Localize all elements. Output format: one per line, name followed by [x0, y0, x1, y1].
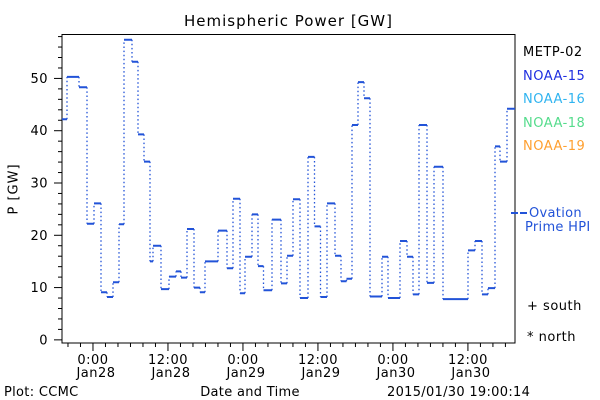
legend-item-metp02: METP-02 — [523, 45, 583, 60]
x-tick-time-label: 12:00 — [148, 353, 188, 368]
y-axis-title: P [GW] — [6, 163, 22, 215]
south-label: south — [543, 299, 582, 314]
legend-item-noaa16: NOAA-16 — [523, 92, 586, 107]
legend-item-noaa15: NOAA-15 — [523, 68, 586, 84]
model-legend-line1: Ovation — [511, 207, 591, 221]
north-marker-legend: * north — [527, 330, 576, 345]
plot-border — [61, 34, 516, 344]
satellite-legend: METP-02 NOAA-15 NOAA-16 NOAA-18 NOAA-19 — [523, 45, 585, 163]
asterisk-symbol: * — [527, 330, 534, 345]
x-axis-title: Date and Time — [200, 385, 300, 400]
south-marker-legend: + south — [527, 299, 582, 314]
north-label: north — [538, 330, 577, 345]
x-tick-date-label: Jan28 — [75, 366, 115, 381]
y-tick-label: 30 — [30, 176, 48, 191]
x-tick-time-label: 0:00 — [377, 353, 408, 368]
hpi-step-line-levels — [62, 38, 515, 301]
x-tick-date-label: Jan30 — [375, 366, 415, 381]
y-tick-label: 40 — [30, 124, 48, 139]
model-legend: Ovation Prime HPI — [511, 207, 591, 234]
y-tick-label: 50 — [30, 72, 48, 87]
legend-item-noaa19: NOAA-19 — [523, 139, 586, 154]
plus-symbol: + — [527, 299, 539, 314]
x-tick-date-label: Jan29 — [225, 366, 265, 381]
plot-timestamp: 2015/01/30 19:00:14 — [387, 385, 531, 400]
x-tick-time-label: 0:00 — [227, 353, 258, 368]
x-tick-time-label: 12:00 — [298, 353, 338, 368]
x-tick-date-label: Jan29 — [300, 366, 340, 381]
y-tick-label: 10 — [30, 281, 48, 296]
x-tick-time-label: 0:00 — [77, 353, 108, 368]
y-tick-label: 0 — [39, 333, 48, 348]
dashed-line-sample — [511, 206, 529, 221]
x-tick-time-label: 12:00 — [448, 353, 488, 368]
x-tick-date-label: Jan30 — [450, 366, 490, 381]
x-tick-date-label: Jan28 — [150, 366, 190, 381]
model-legend-line2: Prime HPI — [525, 219, 591, 235]
plot-credit: Plot: CCMC — [4, 385, 79, 400]
chart-title: Hemispheric Power [GW] — [184, 12, 393, 30]
y-tick-label: 20 — [30, 229, 48, 244]
hpi-step-line-verticals — [66, 39, 508, 300]
legend-item-noaa18: NOAA-18 — [523, 115, 586, 131]
